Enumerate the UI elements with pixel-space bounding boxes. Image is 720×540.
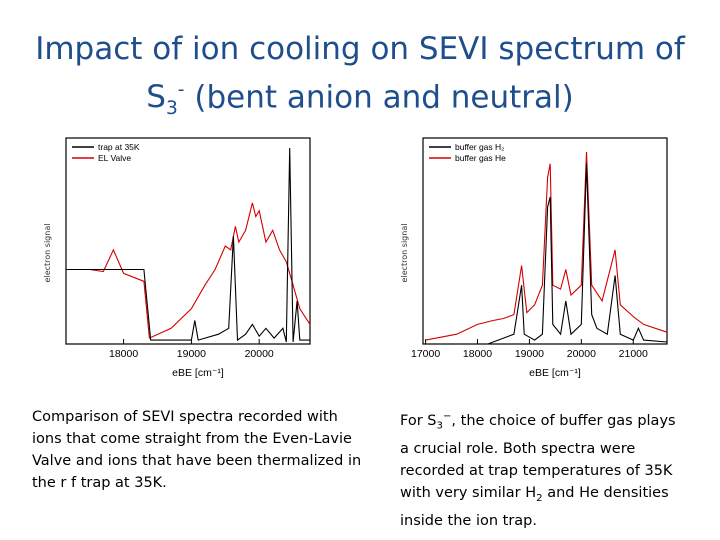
left-caption-text: Comparison of SEVI spectra recorded with… [32, 409, 362, 491]
title-rest: (bent anion and neutral) [184, 79, 574, 116]
y-axis-label: electron signal [400, 224, 409, 283]
right-spectrum-svg: electron signal 17000 18000 19000 20000 21000… [400, 137, 668, 379]
right-caption-sub2: 2 [536, 492, 543, 504]
right-caption-sub1: 3 [436, 420, 443, 432]
x-tick-label: 18000 [463, 348, 492, 360]
left-caption: Comparison of SEVI spectra recorded with… [32, 406, 362, 494]
slide-title: Impact of ion cooling on SEVI spectrum o… [20, 28, 700, 131]
title-s: S [146, 79, 166, 116]
x-tick-label: 19000 [515, 348, 544, 360]
series-line [425, 163, 668, 345]
legend-label: buffer gas H₂ [455, 142, 504, 152]
right-caption: For S3−, the choice of buffer gas plays … [400, 406, 685, 532]
x-tick-label: 19000 [177, 348, 206, 360]
legend-label: EL Valve [98, 153, 131, 163]
legend-label: trap at 35K [98, 142, 140, 152]
x-tick-label: 20000 [245, 348, 274, 360]
series-line [425, 151, 668, 341]
title-sup: - [177, 80, 185, 101]
x-axis-label: eBE [cm⁻¹] [172, 367, 224, 379]
title-line-1: Impact of ion cooling on SEVI spectrum o… [35, 31, 685, 67]
x-axis-label: eBE [cm⁻¹] [529, 367, 581, 379]
left-spectrum-svg: electron signal 18000 19000 20000 eBE [cm⁻¹]… [43, 137, 311, 379]
x-tick-label: 18000 [109, 348, 138, 360]
x-tick-label: 21000 [619, 348, 648, 360]
legend-label: buffer gas He [455, 153, 506, 163]
right-caption-part3: and He densities inside the ion trap. [400, 484, 669, 529]
y-axis-label: electron signal [43, 224, 52, 283]
right-spectrum-chart: electron signal 17000 18000 19000 20000 21000… [395, 132, 675, 380]
title-formula: S3- [146, 79, 185, 119]
series-line [66, 147, 310, 343]
plot-frame [65, 137, 311, 345]
left-spectrum-chart: electron signal 18000 19000 20000 eBE [cm⁻¹]… [38, 132, 318, 380]
title-sub: 3 [165, 98, 178, 120]
right-caption-sup1: − [442, 411, 452, 422]
right-caption-part2: , the choice of buffer gas plays a cruci… [400, 412, 676, 501]
x-tick-label: 20000 [567, 348, 596, 360]
right-caption-part1: For S [400, 412, 437, 429]
x-tick-label: 17000 [411, 348, 440, 360]
